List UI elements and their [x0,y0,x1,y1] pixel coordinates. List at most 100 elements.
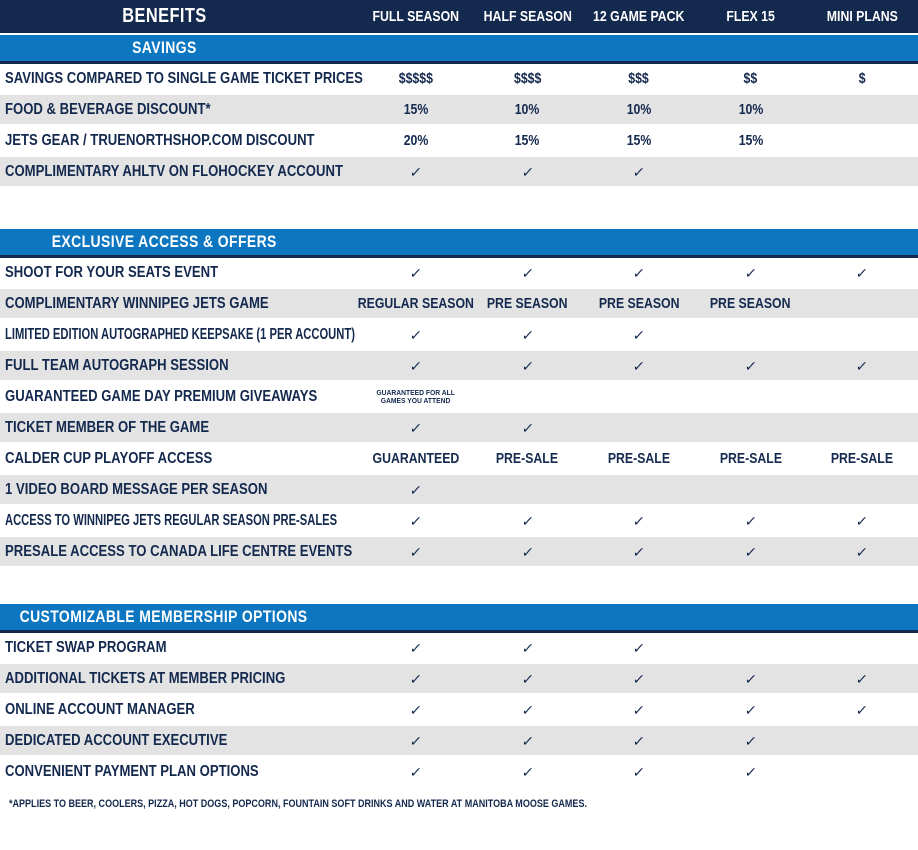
value-cell: ✓ [472,639,584,656]
value-cell: ✓ [806,513,918,529]
table-row: PRESALE ACCESS TO CANADA LIFE CENTRE EVE… [0,537,918,568]
cell-text: PRE-SALE [831,450,894,467]
check-icon: ✓ [520,701,535,718]
small-note-line: GAMES YOU ATTEND [380,395,451,405]
row-label-cell: CONVENIENT PAYMENT PLAN OPTIONS [0,763,360,781]
value-cell: ✓ [360,327,472,343]
value-cell: ✓ [360,358,472,374]
value-cell: 15% [360,101,472,118]
row-label: TICKET MEMBER OF THE GAME [5,418,210,436]
value-cell: ✓ [472,327,584,343]
row-label-cell: DEDICATED ACCOUNT EXECUTIVE [0,732,360,750]
cell-text: PRE SEASON [710,295,791,312]
value-cell: PRE-SALE [806,450,918,467]
value-cell: ✓ [360,513,472,529]
cell-text: $$$$ [513,70,542,87]
value-cell: ✓ [695,264,807,281]
row-label-cell: SHOOT FOR YOUR SEATS EVENT [0,264,360,282]
value-cell: REGULAR SEASON [357,295,474,312]
table-row: ONLINE ACCOUNT MANAGER ✓ ✓ ✓ ✓ ✓ [0,695,918,726]
check-icon: ✓ [855,670,870,687]
section-customizable-membership-options: CUSTOMIZABLE MEMBERSHIP OPTIONS TICKET SW… [0,604,918,788]
benefits-comparison-table: BENEFITS FULL SEASON HALF SEASON 12 GAME P… [0,0,918,812]
check-icon: ✓ [631,512,646,529]
value-cell: ✓ [583,764,695,780]
value-cell: 15% [583,132,695,149]
cell-text: GUARANTEED [372,450,460,467]
check-icon: ✓ [408,670,423,687]
value-cell: ✓ [695,764,807,780]
value-cell: ✓ [583,164,695,180]
value-cell: ✓ [472,733,584,749]
table-row: COMPLIMENTARY AHLTV ON FLOHOCKEY ACCOUNT… [0,157,918,188]
check-icon: ✓ [631,357,646,374]
check-icon: ✓ [408,732,423,749]
check-icon: ✓ [520,512,535,529]
row-label-cell: COMPLIMENTARY WINNIPEG JETS GAME [0,295,360,313]
section-title-cell: EXCLUSIVE ACCESS & OFFERS [0,232,360,252]
value-cell: ✓ [472,701,584,718]
value-cell: PRE-SALE [695,450,807,467]
value-cell: ✓ [472,265,584,281]
value-cell: ✓ [360,163,472,180]
value-cell: $$$ [583,70,695,87]
check-icon: ✓ [855,701,870,718]
value-cell: PRE SEASON [472,295,584,312]
check-icon: ✓ [520,543,535,560]
row-label-cell: 1 VIDEO BOARD MESSAGE PER SEASON [0,481,360,499]
value-cell: 20% [360,132,472,149]
column-header-mini-plans: MINI PLANS [806,8,918,25]
table-row: TICKET SWAP PROGRAM ✓ ✓ ✓ [0,633,918,664]
column-header-label: HALF SEASON [483,8,572,25]
value-cell: ✓ [695,671,807,687]
check-icon: ✓ [520,670,535,687]
row-label-cell: LIMITED EDITION AUTOGRAPHED KEEPSAKE (1 … [0,326,360,344]
value-cell: 10% [583,101,695,118]
section-title: CUSTOMIZABLE MEMBERSHIP OPTIONS [20,607,308,626]
table-row: ACCESS TO WINNIPEG JETS REGULAR SEASON P… [0,506,918,537]
value-cell: GUARANTEED FOR ALL GAMES YOU ATTEND [360,388,472,405]
row-label: FOOD & BEVERAGE DISCOUNT* [5,100,211,118]
row-label-cell: ONLINE ACCOUNT MANAGER [0,701,360,719]
row-label-cell: FULL TEAM AUTOGRAPH SESSION [0,357,360,375]
section-title: EXCLUSIVE ACCESS & OFFERS [51,232,277,251]
value-cell: ✓ [472,670,584,687]
row-label-cell: JETS GEAR / TRUENORTHSHOP.COM DISCOUNT [0,132,360,150]
value-cell: 15% [695,132,807,149]
cell-text: REGULAR SEASON [357,295,474,312]
value-cell: ✓ [806,670,918,687]
value-cell: ✓ [472,763,584,780]
check-icon: ✓ [743,264,758,281]
cell-text: PRE-SALE [496,450,559,467]
value-cell: ✓ [583,357,695,374]
row-label-cell: TICKET MEMBER OF THE GAME [0,419,360,437]
section-exclusive-access-offers: EXCLUSIVE ACCESS & OFFERS SHOOT FOR YOUR … [0,229,918,568]
check-icon: ✓ [520,639,535,656]
table-row: COMPLIMENTARY WINNIPEG JETS GAME REGULAR … [0,289,918,320]
check-icon: ✓ [408,543,423,560]
value-cell: ✓ [806,701,918,718]
value-cell: ✓ [472,543,584,560]
value-cell: ✓ [472,420,584,436]
check-icon: ✓ [743,701,758,718]
value-cell: ✓ [806,265,918,281]
cell-text: 15% [515,132,540,149]
check-icon: ✓ [408,163,423,180]
check-icon: ✓ [408,481,423,498]
check-icon: ✓ [520,763,535,780]
row-label-cell: FOOD & BEVERAGE DISCOUNT* [0,101,360,119]
value-cell: ✓ [360,702,472,718]
section-savings: SAVINGS SAVINGS COMPARED TO SINGLE GAME T… [0,35,918,188]
value-cell: ✓ [583,544,695,560]
row-label-cell: ACCESS TO WINNIPEG JETS REGULAR SEASON P… [0,512,360,530]
cell-text: 10% [738,101,763,118]
section-header-bar: EXCLUSIVE ACCESS & OFFERS [0,229,918,258]
value-cell: ✓ [806,544,918,560]
row-label: SHOOT FOR YOUR SEATS EVENT [5,263,219,281]
section-title-cell: SAVINGS [0,38,360,58]
row-label: SAVINGS COMPARED TO SINGLE GAME TICKET P… [5,69,363,87]
value-cell: ✓ [583,327,695,343]
table-row: LIMITED EDITION AUTOGRAPHED KEEPSAKE (1 … [0,320,918,351]
footnote: *APPLIES TO BEER, COOLERS, PIZZA, HOT DO… [0,794,918,812]
check-icon: ✓ [743,732,758,749]
